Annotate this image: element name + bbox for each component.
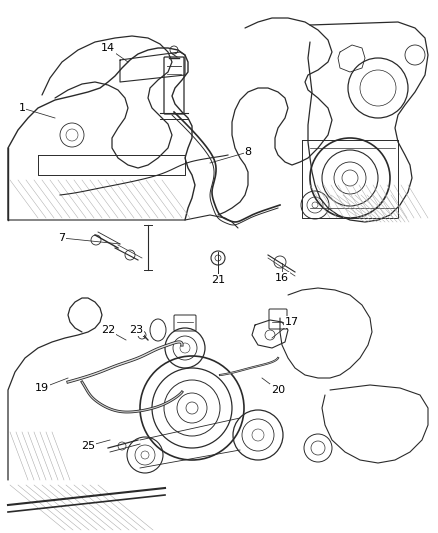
Text: 21: 21 — [211, 275, 225, 285]
Text: 19: 19 — [35, 383, 49, 393]
Text: 14: 14 — [101, 43, 115, 53]
Text: 22: 22 — [101, 325, 115, 335]
Text: 23: 23 — [129, 325, 143, 335]
Text: 16: 16 — [275, 273, 289, 283]
Text: 20: 20 — [271, 385, 285, 395]
Text: 25: 25 — [81, 441, 95, 451]
Text: 17: 17 — [285, 317, 299, 327]
Text: 1: 1 — [18, 103, 25, 113]
Text: 8: 8 — [244, 147, 251, 157]
Text: 7: 7 — [58, 233, 66, 243]
